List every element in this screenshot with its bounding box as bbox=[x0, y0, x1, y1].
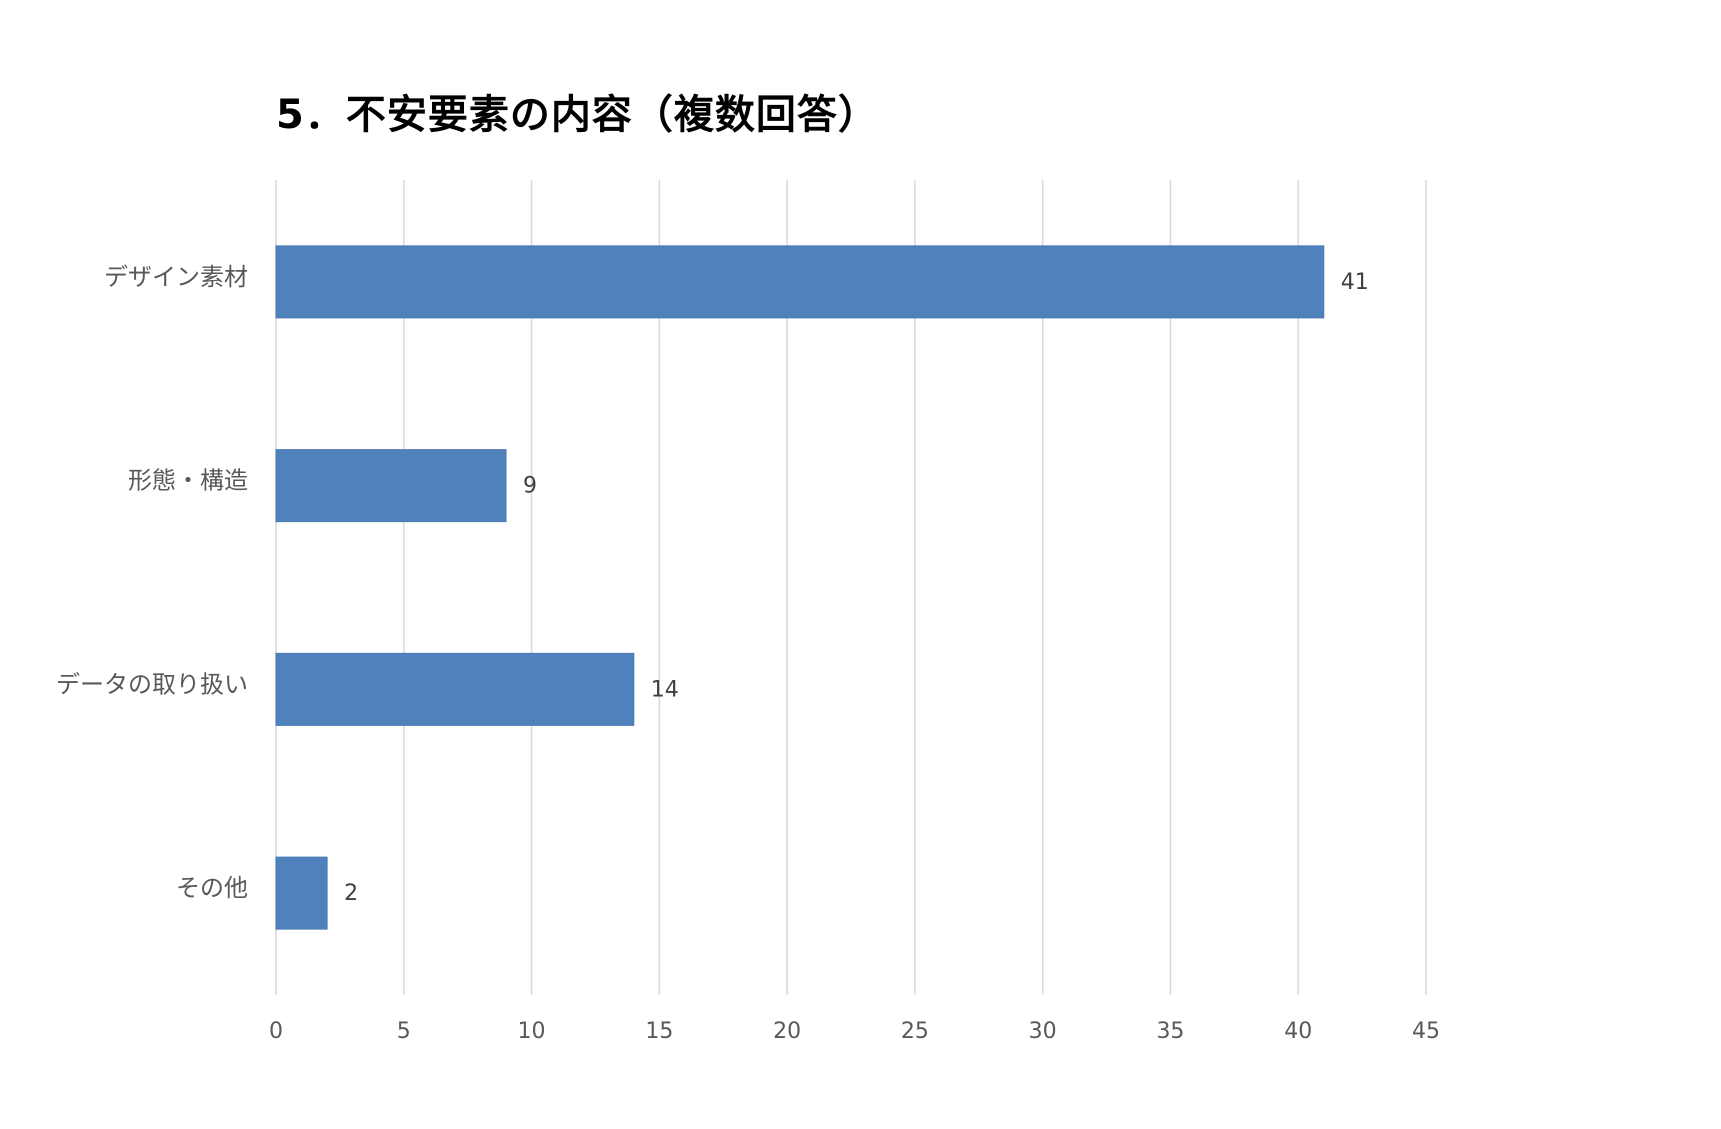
category-label: 形態・構造 bbox=[128, 467, 248, 495]
bars bbox=[275, 245, 1325, 930]
category-label: その他 bbox=[176, 874, 248, 902]
x-tick-label: 10 bbox=[518, 1019, 546, 1044]
x-tick-label: 25 bbox=[901, 1019, 929, 1044]
x-tick-label: 5 bbox=[397, 1019, 411, 1044]
x-tick-label: 30 bbox=[1029, 1019, 1057, 1044]
category-label: データの取り扱い bbox=[56, 670, 248, 698]
x-tick-label: 35 bbox=[1156, 1019, 1184, 1044]
chart-title: 5．不安要素の内容（複数回答） bbox=[276, 92, 879, 138]
x-tick-label: 20 bbox=[773, 1019, 801, 1044]
data-labels: 41 9 14 2 bbox=[344, 270, 1369, 906]
x-axis-ticks: 0 5 10 15 20 25 30 35 40 45 bbox=[269, 1019, 1440, 1044]
category-label: デザイン素材 bbox=[104, 263, 248, 291]
bar bbox=[275, 449, 507, 523]
data-label: 41 bbox=[1341, 270, 1369, 295]
data-label: 2 bbox=[344, 881, 358, 906]
x-tick-label: 40 bbox=[1284, 1019, 1312, 1044]
data-label: 14 bbox=[651, 677, 679, 702]
bar bbox=[275, 652, 635, 726]
data-label: 9 bbox=[523, 474, 537, 499]
bar bbox=[275, 245, 1325, 319]
bar bbox=[275, 856, 328, 930]
x-tick-label: 0 bbox=[269, 1019, 283, 1044]
x-tick-label: 15 bbox=[645, 1019, 673, 1044]
x-tick-label: 45 bbox=[1412, 1019, 1440, 1044]
